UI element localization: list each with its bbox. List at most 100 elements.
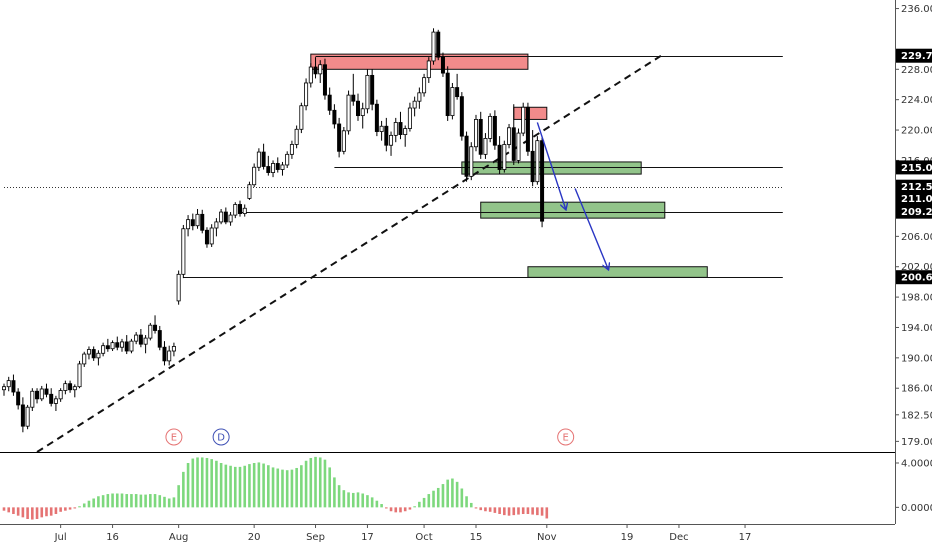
candle[interactable] — [252, 163, 257, 187]
candle[interactable] — [138, 328, 143, 348]
candle[interactable] — [6, 376, 11, 392]
candle[interactable] — [195, 209, 200, 229]
candle[interactable] — [35, 388, 40, 404]
candle[interactable] — [63, 380, 68, 395]
candle[interactable] — [58, 388, 63, 402]
candle[interactable] — [167, 345, 172, 366]
candle[interactable] — [219, 209, 224, 225]
support-zone-3[interactable] — [480, 201, 666, 219]
candle[interactable] — [16, 388, 21, 410]
candle[interactable] — [153, 315, 158, 334]
candle[interactable] — [223, 207, 228, 225]
candle[interactable] — [327, 87, 332, 115]
candle[interactable] — [271, 160, 276, 178]
candle[interactable] — [214, 218, 219, 237]
candle[interactable] — [289, 140, 294, 159]
candle[interactable] — [313, 57, 318, 79]
candle[interactable] — [124, 335, 129, 355]
candle[interactable] — [450, 82, 455, 120]
candle[interactable] — [256, 148, 261, 172]
candle[interactable] — [398, 111, 403, 140]
candle[interactable] — [96, 350, 101, 366]
candle[interactable] — [521, 102, 526, 137]
candle[interactable] — [412, 96, 417, 117]
candle[interactable] — [171, 342, 176, 357]
projection-arrow-1[interactable] — [574, 188, 608, 269]
event-marker-d[interactable]: D — [212, 428, 230, 446]
candle[interactable] — [374, 99, 379, 137]
candle[interactable] — [134, 332, 139, 345]
candle[interactable] — [275, 157, 280, 173]
candle[interactable] — [72, 384, 77, 398]
oscillator-pane[interactable] — [2, 456, 549, 520]
candle[interactable] — [459, 92, 464, 141]
candle[interactable] — [318, 60, 323, 83]
price-tag-200-62[interactable]: 200.62 — [896, 270, 932, 285]
candle[interactable] — [417, 87, 422, 109]
candle[interactable] — [440, 52, 445, 77]
price-tag-211-00[interactable]: 211.00 — [896, 191, 932, 206]
candle[interactable] — [355, 93, 360, 121]
candle[interactable] — [162, 341, 167, 366]
candle[interactable] — [30, 388, 35, 411]
candle[interactable] — [77, 360, 82, 389]
candle[interactable] — [129, 338, 134, 354]
candle[interactable] — [389, 131, 394, 156]
candle[interactable] — [431, 28, 436, 65]
candle[interactable] — [247, 181, 252, 200]
candle[interactable] — [285, 151, 290, 169]
candle[interactable] — [25, 404, 30, 430]
candle[interactable] — [266, 155, 271, 176]
candle[interactable] — [91, 346, 96, 361]
price-tag-215-08[interactable]: 215.08 — [896, 160, 932, 175]
candle[interactable] — [304, 78, 309, 111]
candle[interactable] — [148, 322, 153, 341]
candle[interactable] — [360, 102, 365, 129]
candle[interactable] — [200, 209, 205, 234]
candle[interactable] — [422, 73, 427, 97]
candle[interactable] — [86, 346, 91, 360]
support-zone-4[interactable] — [527, 266, 708, 278]
candle[interactable] — [209, 224, 214, 247]
candle[interactable] — [20, 397, 25, 433]
candle[interactable] — [115, 336, 120, 351]
candle[interactable] — [176, 270, 181, 305]
event-marker-e[interactable]: E — [165, 428, 183, 446]
candle[interactable] — [379, 120, 384, 141]
candle[interactable] — [332, 104, 337, 129]
candle[interactable] — [497, 136, 502, 175]
candle[interactable] — [2, 383, 7, 396]
candle[interactable] — [535, 136, 540, 185]
resistance-zone-0[interactable] — [310, 53, 529, 70]
candle[interactable] — [492, 110, 497, 150]
candle[interactable] — [322, 58, 327, 100]
candle[interactable] — [393, 117, 398, 143]
resistance-zone-1[interactable] — [513, 106, 548, 120]
candle[interactable] — [436, 29, 441, 61]
candle[interactable] — [53, 395, 58, 411]
price-tag-229-79[interactable]: 229.79 — [896, 48, 932, 63]
candle[interactable] — [502, 140, 507, 173]
candle[interactable] — [403, 125, 408, 147]
candle[interactable] — [110, 340, 115, 352]
price-tag-212-54[interactable]: 212.54 — [896, 179, 932, 194]
candle[interactable] — [190, 213, 195, 231]
candle[interactable] — [516, 128, 521, 164]
candle[interactable] — [237, 200, 242, 217]
candle[interactable] — [511, 104, 516, 165]
dashed-trendline[interactable] — [36, 52, 666, 453]
candle[interactable] — [82, 351, 87, 367]
candle[interactable] — [186, 215, 191, 237]
candle[interactable] — [143, 335, 148, 354]
projection-arrow-0[interactable] — [536, 122, 565, 209]
candle[interactable] — [478, 111, 483, 159]
candle[interactable] — [346, 90, 351, 135]
candle[interactable] — [280, 161, 285, 176]
event-marker-e[interactable]: E — [557, 428, 575, 446]
candle[interactable] — [370, 69, 375, 111]
candle[interactable] — [488, 113, 493, 143]
candle[interactable] — [341, 127, 346, 155]
candle[interactable] — [445, 66, 450, 121]
